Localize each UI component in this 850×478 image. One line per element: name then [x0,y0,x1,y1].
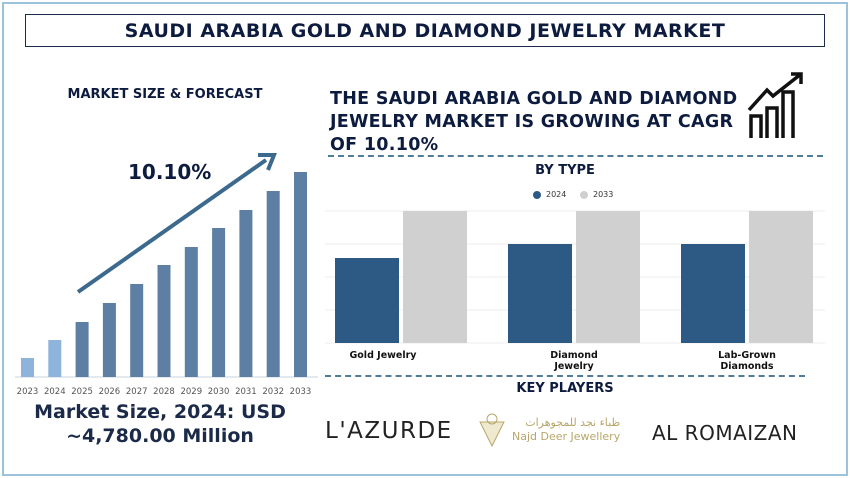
bar-2026 [102,303,116,377]
divider [328,155,823,157]
cagr-headline: THE SAUDI ARABIA GOLD AND DIAMOND JEWELR… [330,89,738,155]
bar-2030 [212,228,226,377]
al-romaizan-logo: AL ROMAIZAN [652,421,798,445]
x-tick-label: 2025 [71,387,93,397]
bar-2033 [294,172,307,377]
x-tick-label: 2023 [17,387,39,397]
bar-2027 [130,284,144,377]
bar-diamond-jewelry-2033 [576,211,640,343]
bar-2025 [75,322,89,377]
key-players-label: KEY PLAYERS [516,381,614,396]
cagr-annotation: 10.10% [128,160,212,184]
category-gold: Gold Jewelry [349,350,417,361]
x-tick-label: 2031 [235,387,257,397]
bar-2029 [184,247,198,377]
category-diamond: Diamond Jewelry [550,350,598,372]
divider [325,375,805,377]
x-tick-label: 2026 [99,387,121,397]
market-size-line2: ~4,780.00 Million [66,425,254,447]
legend-label: 2033 [593,190,614,199]
x-tick-label: 2029 [180,387,202,397]
lazurde-logo: L'AZURDE [325,418,453,444]
bar-gold-jewelry-2024 [335,258,399,343]
x-tick-label: 2027 [126,387,148,397]
trend-arrow [76,158,268,294]
category-lab-grown: Lab-Grown Diamonds [718,350,776,372]
najd-english: Najd Deer Jewellery [512,430,621,443]
legend-2033: 2033 [580,190,613,199]
x-tick-label: 2024 [44,387,66,397]
legend-swatch [580,190,588,199]
bar-2024 [48,340,62,377]
bar-gold-jewelry-2033 [403,211,467,343]
legend-swatch [533,190,541,199]
x-tick-label: 2030 [208,387,230,397]
arrow-head [258,153,277,171]
market-size-chart: 2023 2024 2025 2026 2027 2028 2029 2030 2031 2032… [15,153,318,397]
x-tick-label: 2032 [262,387,284,397]
legend-2024: 2024 [533,190,566,199]
market-size-line1: Market Size, 2024: USD [34,401,286,423]
najd-arabic: ظباء نجد للمجوهرات [525,416,621,429]
bar-2031 [239,210,253,377]
bar-lab-grown-diamonds-2033 [749,211,813,343]
x-tick-label: 2028 [153,387,175,397]
bar-2028 [157,265,171,377]
legend-label: 2024 [546,190,567,199]
najd-deer-logo: ظباء نجد للمجوهرات Najd Deer Jewellery [478,412,620,448]
by-type-label: BY TYPE [535,163,595,178]
growth-chart-icon [747,72,803,138]
diamond-emblem-icon [479,413,505,448]
by-type-chart [325,210,825,344]
page-title: SAUDI ARABIA GOLD AND DIAMOND JEWELRY MA… [25,14,825,47]
market-size-label: MARKET SIZE & FORECAST [67,87,263,102]
bar-2023 [21,358,34,377]
bar-lab-grown-diamonds-2024 [681,244,745,343]
bar-2032 [266,191,280,377]
market-size-text: Market Size, 2024: USD ~4,780.00 Million [10,400,310,448]
x-tick-label: 2033 [290,387,312,397]
bar-diamond-jewelry-2024 [508,244,572,343]
